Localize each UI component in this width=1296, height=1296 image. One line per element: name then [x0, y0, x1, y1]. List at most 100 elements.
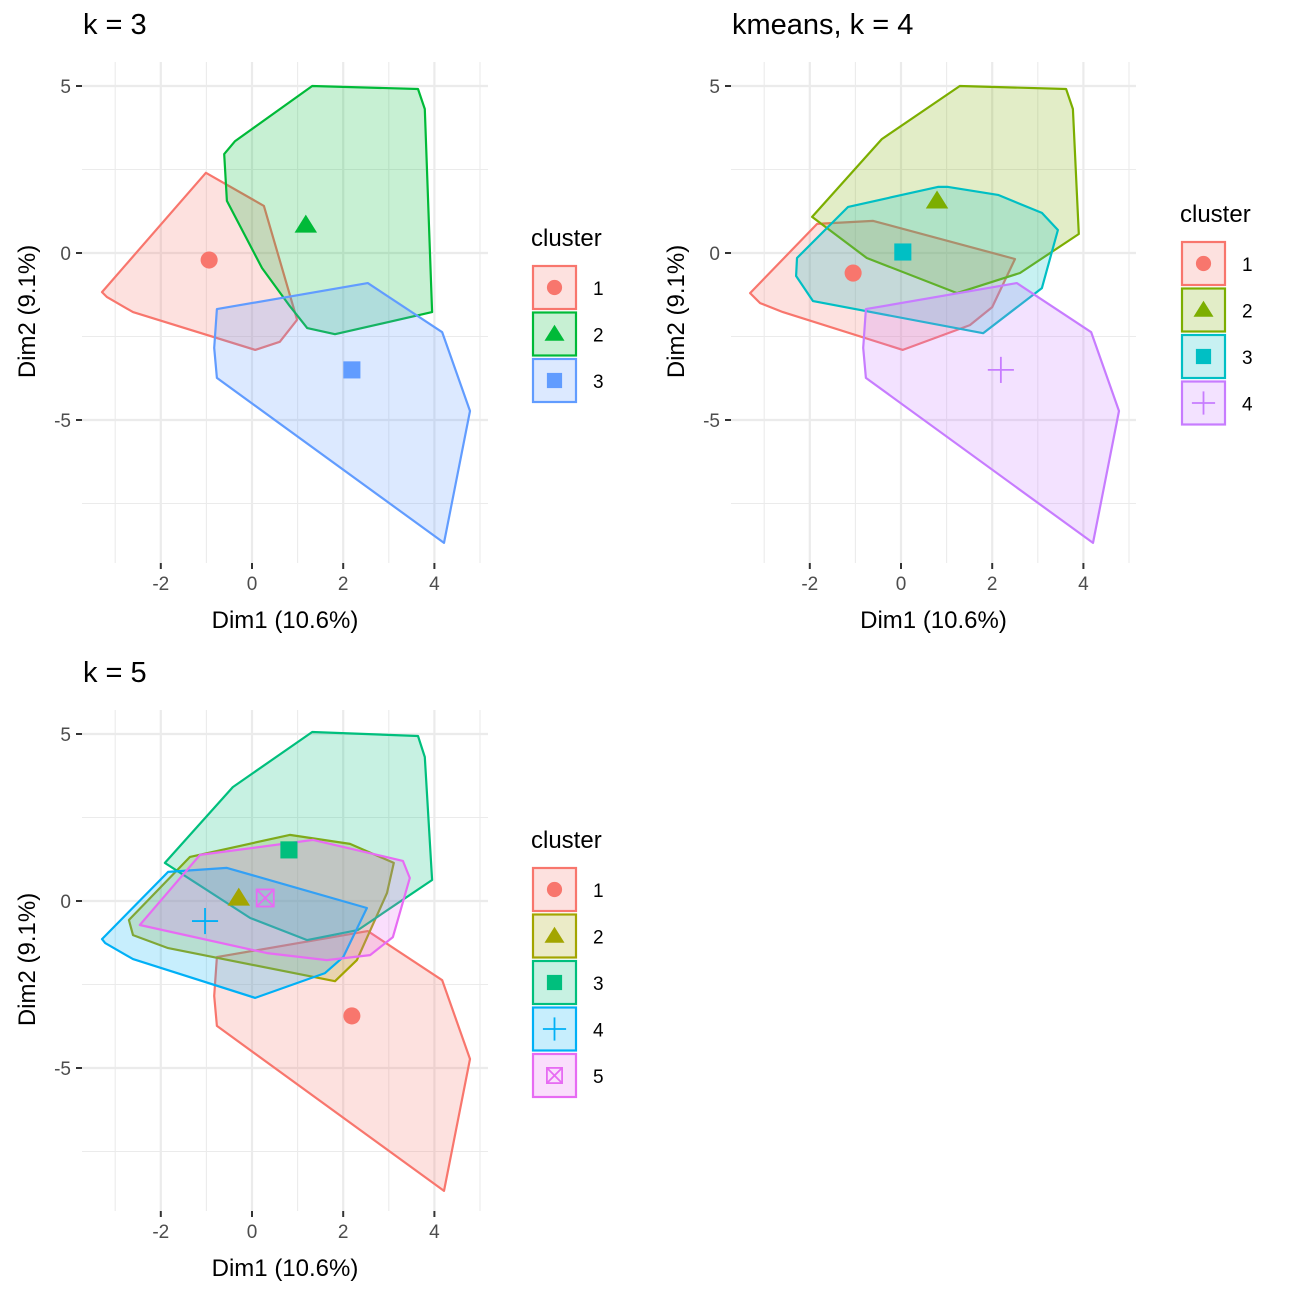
hull-cluster-1	[100, 171, 299, 351]
x-tick-label: 0	[896, 574, 907, 595]
y-tick-label: -5	[54, 411, 71, 432]
legend-key-triangle-icon	[1193, 300, 1214, 317]
cluster-hulls	[748, 84, 1121, 545]
legend-title: cluster	[531, 225, 602, 252]
hull-cluster-1	[748, 219, 1017, 351]
legend: cluster 1 2 3	[531, 225, 604, 404]
y-tick-label: -5	[54, 1059, 71, 1080]
legend-item-4: 4	[1180, 380, 1253, 426]
x-axis-title: Dim1 (10.6%)	[860, 607, 1007, 634]
y-tick-label: 5	[60, 725, 71, 746]
center-cluster-2	[925, 190, 949, 209]
gridlines	[82, 62, 488, 563]
legend-item-1: 1	[1180, 240, 1253, 287]
x-tick-label: 4	[429, 574, 440, 595]
cluster-centers	[191, 841, 361, 1025]
cluster-centers	[200, 214, 361, 379]
hull-cluster-1	[213, 929, 472, 1193]
x-tick-label: -2	[152, 574, 169, 595]
legend-item-2: 2	[1180, 287, 1253, 333]
hull-cluster-3	[213, 282, 472, 545]
plot-background	[82, 62, 488, 563]
x-tick-label: 2	[338, 574, 349, 595]
center-cluster-2	[294, 214, 318, 233]
center-cluster-5	[255, 888, 275, 908]
plot-background	[731, 62, 1136, 563]
legend-item-5: 5	[531, 1052, 604, 1099]
legend: cluster 1 2 3 4 5	[531, 827, 604, 1099]
legend-title: cluster	[1180, 201, 1251, 228]
legend-key-boxcross-icon	[546, 1067, 564, 1085]
legend-key-square-icon	[1195, 348, 1212, 365]
center-cluster-4	[191, 907, 219, 935]
panel-3: k = 5 -2 0 2 4 -5 0 5 Dim1 (10.6%) Dim2 (9.1%) clu…	[14, 657, 604, 1282]
center-cluster-1	[343, 1007, 361, 1025]
legend-title: cluster	[531, 827, 602, 854]
y-tick-label: 5	[60, 77, 71, 98]
legend-key-circle-icon	[1195, 255, 1212, 272]
y-tick-label: 0	[709, 244, 720, 265]
hull-cluster-3	[794, 185, 1060, 335]
center-cluster-3	[280, 841, 298, 859]
y-axis-title: Dim2 (9.1%)	[14, 245, 41, 378]
legend-label: 2	[593, 928, 604, 949]
axes: -2 0 2 4 -5 0 5 Dim1 (10.6%) Dim2 (9.1%)	[14, 725, 440, 1282]
boxcross-box	[255, 888, 275, 908]
panel-title: k = 5	[83, 657, 147, 689]
x-tick-label: 2	[338, 1222, 349, 1243]
y-axis-title: Dim2 (9.1%)	[663, 245, 690, 378]
center-cluster-3	[343, 361, 361, 379]
cluster-centers	[844, 190, 1014, 383]
legend-label: 5	[593, 1067, 604, 1088]
legend-label: 1	[1242, 255, 1253, 276]
legend-item-2: 2	[531, 913, 604, 959]
y-tick-label: 5	[709, 77, 720, 98]
x-tick-label: 4	[1078, 574, 1089, 595]
hull-cluster-2	[127, 833, 395, 983]
x-tick-label: 4	[429, 1222, 440, 1243]
cluster-hulls	[100, 730, 472, 1193]
legend-key-triangle-icon	[544, 926, 565, 943]
legend-key-triangle-icon	[544, 324, 565, 341]
panel-1: k = 3 -2 0 2 4 -5 0 5 Dim1 (10.6%) Dim2 (9.1%) clu…	[14, 9, 604, 634]
y-tick-label: -5	[703, 411, 720, 432]
panel-2: kmeans, k = 4 -2 0 2 4 -5 0 5 Dim1 (10.6%) Dim2 (…	[663, 9, 1253, 634]
center-cluster-4	[987, 356, 1014, 383]
legend-item-3: 3	[531, 357, 604, 404]
legend: cluster 1 2 3 4	[1180, 201, 1253, 426]
legend-item-2: 2	[531, 311, 604, 357]
hull-cluster-4	[862, 282, 1121, 545]
x-tick-label: 2	[987, 574, 998, 595]
legend-item-1: 1	[531, 264, 604, 311]
x-tick-label: -2	[152, 1222, 169, 1243]
boxcross-box	[546, 1067, 564, 1085]
hull-cluster-5	[138, 838, 411, 962]
y-tick-label: 0	[60, 244, 71, 265]
center-cluster-1	[200, 251, 218, 269]
x-tick-label: 0	[247, 1222, 258, 1243]
center-cluster-1	[844, 264, 862, 282]
hull-cluster-4	[100, 866, 368, 1000]
axes: -2 0 2 4 -5 0 5 Dim1 (10.6%) Dim2 (9.1%)	[663, 77, 1089, 634]
legend-label: 1	[593, 881, 604, 902]
legend-key-square-icon	[546, 974, 563, 991]
axes: -2 0 2 4 -5 0 5 Dim1 (10.6%) Dim2 (9.1%)	[14, 77, 440, 634]
panel-title: k = 3	[83, 9, 147, 41]
panel-title: kmeans, k = 4	[732, 9, 913, 41]
legend-label: 3	[1242, 348, 1253, 369]
boxcross-diag2	[546, 1067, 563, 1084]
legend-key-plus-icon	[542, 1017, 567, 1041]
legend-key-circle-icon	[546, 881, 563, 898]
legend-item-4: 4	[531, 1006, 604, 1052]
legend-label: 4	[593, 1021, 604, 1042]
legend-item-1: 1	[531, 866, 604, 913]
legend-item-3: 3	[1180, 333, 1253, 380]
y-tick-label: 0	[60, 892, 71, 913]
plot-background	[82, 710, 488, 1211]
legend-key	[531, 959, 578, 1006]
legend-label: 3	[593, 974, 604, 995]
y-axis-title: Dim2 (9.1%)	[14, 893, 41, 1026]
gridlines	[731, 62, 1136, 563]
hull-cluster-3	[163, 730, 434, 942]
